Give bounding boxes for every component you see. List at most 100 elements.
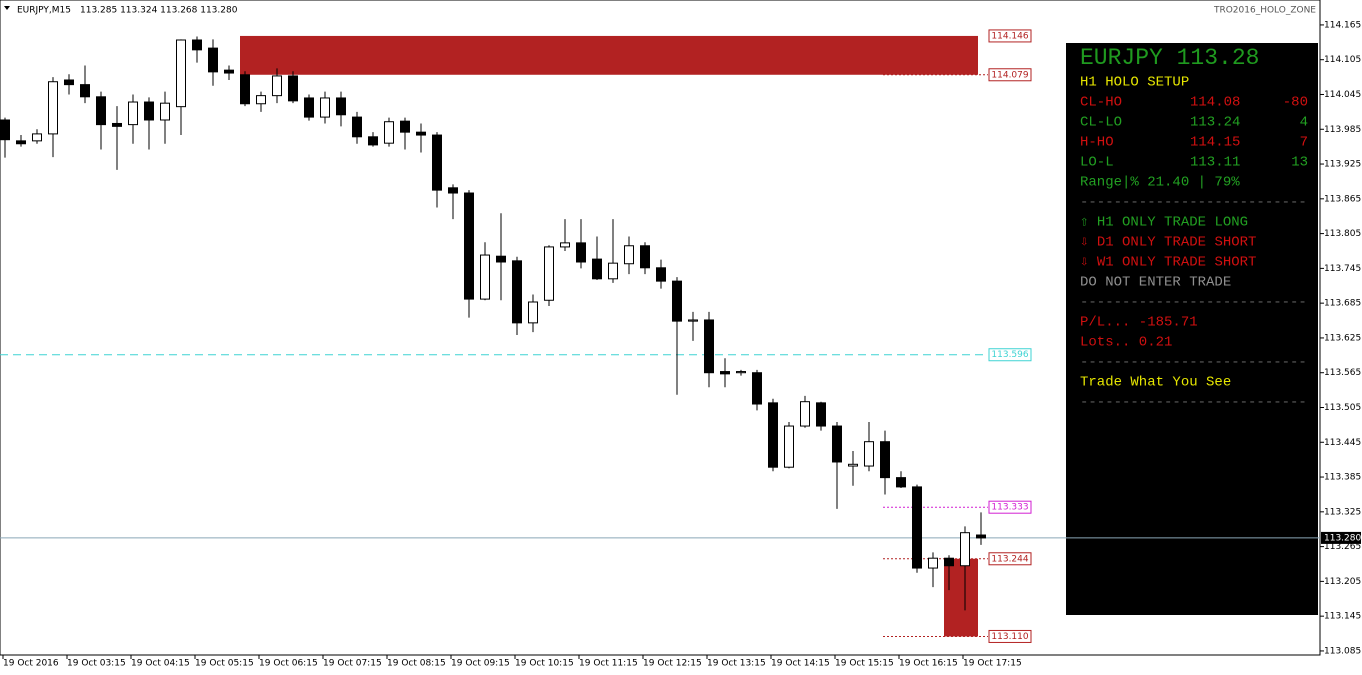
price-label-box	[1321, 531, 1361, 544]
level-label-box	[988, 552, 1032, 566]
candle-body	[48, 81, 58, 135]
level-label-box	[988, 68, 1032, 82]
x-tick-label: 19 Oct 11:15	[579, 659, 638, 669]
y-tick-label: 114.165	[1324, 20, 1361, 30]
x-tick-label: 19 Oct 14:15	[771, 659, 830, 669]
candle-body	[208, 47, 218, 73]
y-tick-label: 113.865	[1324, 194, 1361, 204]
x-tick-label: 19 Oct 08:15	[387, 659, 446, 669]
panel-line: ---------------------------	[1080, 195, 1307, 211]
y-tick-label: 113.325	[1324, 507, 1361, 517]
level-label: 114.079	[991, 70, 1028, 80]
level-label: 113.110	[991, 632, 1028, 642]
y-tick-label: 113.445	[1324, 438, 1361, 448]
y-tick-label: 114.045	[1324, 90, 1361, 100]
candle-body	[624, 245, 634, 265]
panel-cell: 4	[1300, 115, 1308, 131]
candle-body	[736, 371, 746, 374]
candle-body	[608, 262, 618, 280]
panel-cell: -80	[1283, 95, 1308, 111]
candle-body	[864, 441, 874, 467]
y-tick-label: 113.505	[1324, 403, 1361, 413]
panel-title: EURJPY 113.28	[1080, 45, 1259, 71]
candle-body	[432, 134, 442, 191]
candle-body	[224, 69, 234, 74]
y-tick-label: 113.985	[1324, 125, 1361, 135]
indicator-name: TRO2016_HOLO_ZONE	[1213, 6, 1316, 16]
x-tick-label: 19 Oct 04:15	[131, 659, 190, 669]
candle-body	[464, 192, 474, 300]
level-label: 113.596	[991, 350, 1028, 360]
y-tick-label: 113.085	[1324, 646, 1361, 656]
y-tick-label: 113.625	[1324, 333, 1361, 343]
x-tick-label: 19 Oct 10:15	[515, 659, 574, 669]
zone	[944, 558, 978, 637]
candle-body	[848, 463, 858, 467]
candle-body	[944, 557, 954, 567]
candle-body	[928, 557, 938, 569]
candle-body	[400, 120, 410, 133]
panel-line: Trade What You See	[1080, 375, 1231, 391]
y-tick-label: 113.685	[1324, 299, 1361, 309]
panel-line: Lots.. 0.21	[1080, 335, 1172, 351]
y-tick-label: 114.105	[1324, 55, 1361, 65]
level-label: 114.146	[991, 31, 1028, 41]
panel-cell: 13	[1291, 155, 1308, 171]
x-tick-label: 19 Oct 06:15	[259, 659, 318, 669]
quote: 113.285 113.324 113.268 113.280	[80, 6, 238, 16]
candle-body	[384, 121, 394, 144]
zone	[240, 35, 978, 75]
candle-body	[704, 319, 714, 374]
candle-body	[272, 75, 282, 97]
x-tick-label: 19 Oct 17:15	[963, 659, 1022, 669]
candle-body	[256, 95, 266, 105]
candle-body	[240, 74, 250, 105]
candle-body	[720, 371, 730, 375]
info-panel	[1066, 43, 1318, 615]
panel-cell: CL-LO	[1080, 115, 1122, 131]
y-tick-label: 113.385	[1324, 473, 1361, 483]
panel-line: P/L... -185.71	[1080, 315, 1198, 331]
menu-arrow	[4, 6, 10, 10]
candle-body	[80, 84, 90, 98]
candle-body	[112, 122, 122, 127]
x-tick-label: 19 Oct 16:15	[899, 659, 958, 669]
candle-body	[544, 246, 554, 301]
panel-line: ---------------------------	[1080, 355, 1307, 371]
y-tick-label: 113.745	[1324, 264, 1361, 274]
candle-body	[128, 101, 138, 126]
level-label-box	[988, 629, 1032, 643]
panel-line: ---------------------------	[1080, 295, 1307, 311]
panel-cell: H-HO	[1080, 135, 1114, 151]
price-label: 113.280	[1324, 533, 1361, 543]
x-tick-label: 19 Oct 03:15	[67, 659, 126, 669]
panel-cell: LO-L	[1080, 155, 1114, 171]
candle-body	[640, 245, 650, 269]
candle-body	[768, 402, 778, 468]
panel-line: ---------------------------	[1080, 395, 1307, 411]
level-label-box	[988, 29, 1032, 43]
panel-line: ⇩ W1 ONLY TRADE SHORT	[1080, 255, 1256, 271]
candle-body	[304, 97, 314, 118]
panel-line: H1 HOLO SETUP	[1080, 75, 1189, 91]
panel-line: DO NOT ENTER TRADE	[1080, 275, 1231, 291]
candle-body	[880, 441, 890, 479]
level-label: 113.244	[991, 554, 1028, 564]
candle-body	[448, 187, 458, 194]
candle-body	[800, 401, 810, 427]
candle-body	[784, 425, 794, 468]
symbol: EURJPY,M15	[17, 6, 71, 16]
y-tick-label: 113.205	[1324, 577, 1361, 587]
candle-body	[672, 280, 682, 322]
panel-cell: 113.11	[1190, 155, 1240, 171]
candle-body	[656, 267, 666, 282]
panel-line: ⇩ D1 ONLY TRADE SHORT	[1080, 235, 1256, 251]
panel-line: Range|% 21.40 | 79%	[1080, 175, 1240, 191]
candle-body	[896, 477, 906, 488]
candle-body	[320, 97, 330, 118]
panel-cell: 7	[1300, 135, 1308, 151]
candle-body	[416, 131, 426, 136]
panel-cell: 113.24	[1190, 115, 1240, 131]
y-tick-label: 113.145	[1324, 612, 1361, 622]
